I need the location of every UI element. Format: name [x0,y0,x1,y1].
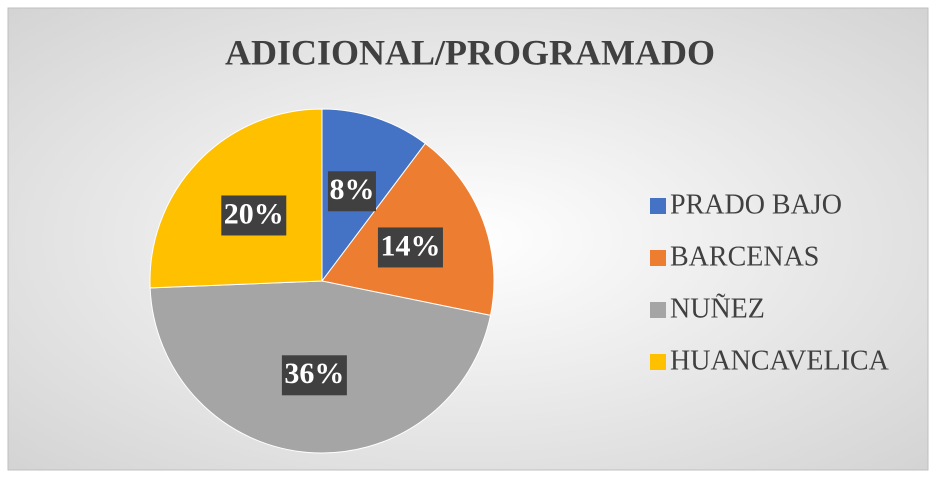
legend-swatch [650,198,666,214]
legend-swatch [650,302,666,318]
data-label-box [221,195,287,236]
legend-label: NUÑEZ [670,293,765,324]
chart-title: ADICIONAL/PROGRAMADO [225,32,715,72]
legend-label: HUANCAVELICA [670,345,890,376]
data-label-box [327,171,376,212]
legend-label: BARCENAS [670,241,819,272]
data-label: 36% [284,357,344,390]
data-label-box [377,227,443,268]
data-label-box [281,355,347,396]
data-label: 14% [380,229,440,262]
legend-label: PRADO BAJO [670,189,842,220]
legend-swatch [650,354,666,370]
legend-swatch [650,250,666,266]
data-label: 20% [224,197,284,230]
data-label: 8% [329,173,374,206]
